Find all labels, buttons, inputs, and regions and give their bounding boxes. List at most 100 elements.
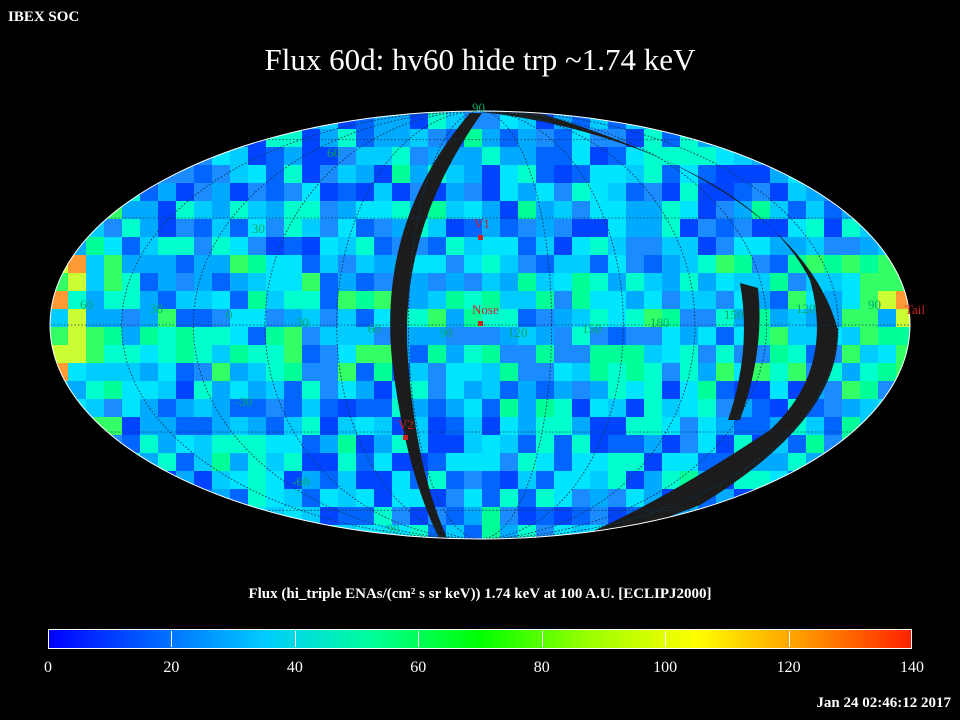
flux-pixel	[68, 327, 86, 345]
flux-pixel	[590, 165, 608, 183]
flux-pixel	[500, 165, 518, 183]
flux-pixel	[320, 273, 338, 291]
flux-pixel	[86, 291, 104, 309]
flux-pixel	[644, 291, 662, 309]
flux-pixel	[662, 471, 680, 489]
flux-pixel	[428, 345, 446, 363]
flux-pixel	[770, 363, 788, 381]
flux-pixel	[698, 255, 716, 273]
flux-pixel	[554, 237, 572, 255]
flux-pixel	[464, 525, 482, 539]
flux-pixel	[716, 381, 734, 399]
flux-pixel	[716, 399, 734, 417]
flux-pixel	[842, 291, 860, 309]
flux-pixel	[428, 327, 446, 345]
flux-pixel	[482, 111, 500, 129]
flux-pixel	[572, 201, 590, 219]
flux-pixel	[590, 399, 608, 417]
flux-pixel	[662, 255, 680, 273]
flux-pixel	[464, 399, 482, 417]
flux-pixel	[176, 435, 194, 453]
flux-pixel	[518, 435, 536, 453]
flux-pixel	[122, 219, 140, 237]
lat-label-neg90: -90	[382, 521, 399, 536]
flux-pixel	[266, 291, 284, 309]
flux-pixel	[608, 453, 626, 471]
flux-pixel	[158, 327, 176, 345]
flux-pixel	[356, 507, 374, 525]
flux-pixel	[572, 309, 590, 327]
flux-pixel	[428, 291, 446, 309]
flux-pixel	[590, 273, 608, 291]
flux-pixel	[176, 237, 194, 255]
flux-pixel	[788, 363, 806, 381]
flux-pixel	[500, 309, 518, 327]
flux-pixel	[320, 237, 338, 255]
flux-pixel	[662, 417, 680, 435]
flux-pixel	[500, 471, 518, 489]
flux-pixel	[554, 309, 572, 327]
flux-pixel	[626, 381, 644, 399]
flux-pixel	[446, 165, 464, 183]
flux-pixel	[374, 489, 392, 507]
flux-pixel	[212, 309, 230, 327]
flux-pixel	[212, 363, 230, 381]
flux-pixel	[554, 345, 572, 363]
flux-pixel	[590, 345, 608, 363]
flux-pixel	[626, 165, 644, 183]
flux-pixel	[248, 399, 266, 417]
flux-pixel	[446, 201, 464, 219]
flux-pixel	[158, 273, 176, 291]
flux-pixel	[752, 201, 770, 219]
flux-pixel	[500, 381, 518, 399]
flux-pixel	[284, 291, 302, 309]
flux-pixel	[680, 309, 698, 327]
flux-pixel	[446, 327, 464, 345]
colorbar-tick-line	[665, 631, 667, 647]
flux-pixel	[734, 417, 752, 435]
flux-pixel	[842, 345, 860, 363]
flux-pixel	[860, 345, 878, 363]
flux-pixel	[536, 219, 554, 237]
flux-pixel	[662, 219, 680, 237]
flux-pixel	[500, 453, 518, 471]
flux-pixel	[302, 201, 320, 219]
flux-pixel	[608, 291, 626, 309]
flux-pixel	[482, 273, 500, 291]
flux-pixel	[194, 363, 212, 381]
flux-pixel	[536, 273, 554, 291]
flux-pixel	[590, 309, 608, 327]
flux-pixel	[806, 417, 824, 435]
flux-pixel	[284, 219, 302, 237]
flux-pixel	[824, 237, 842, 255]
flux-pixel	[356, 417, 374, 435]
flux-pixel	[302, 471, 320, 489]
flux-pixel	[248, 273, 266, 291]
flux-pixel	[356, 147, 374, 165]
flux-pixel	[608, 327, 626, 345]
flux-pixel	[410, 273, 428, 291]
flux-pixel	[176, 417, 194, 435]
flux-pixel	[212, 273, 230, 291]
flux-pixel	[482, 453, 500, 471]
flux-pixel	[716, 273, 734, 291]
flux-pixel	[554, 381, 572, 399]
flux-pixel	[140, 327, 158, 345]
flux-pixel	[266, 363, 284, 381]
flux-pixel	[194, 471, 212, 489]
flux-pixel	[626, 273, 644, 291]
flux-pixel	[68, 345, 86, 363]
flux-pixel	[770, 201, 788, 219]
flux-pixel	[842, 399, 860, 417]
flux-pixel	[140, 309, 158, 327]
flux-pixel	[338, 417, 356, 435]
flux-pixel	[662, 165, 680, 183]
flux-pixel	[356, 183, 374, 201]
flux-pixel	[590, 417, 608, 435]
graticule-labels: 90 60 30 -30 -60 -90 60 30 0 30 60 90 12…	[80, 100, 881, 536]
flux-pixel	[446, 291, 464, 309]
flux-pixel	[320, 219, 338, 237]
flux-pixel	[446, 309, 464, 327]
flux-pixel	[356, 327, 374, 345]
flux-pixel	[374, 147, 392, 165]
